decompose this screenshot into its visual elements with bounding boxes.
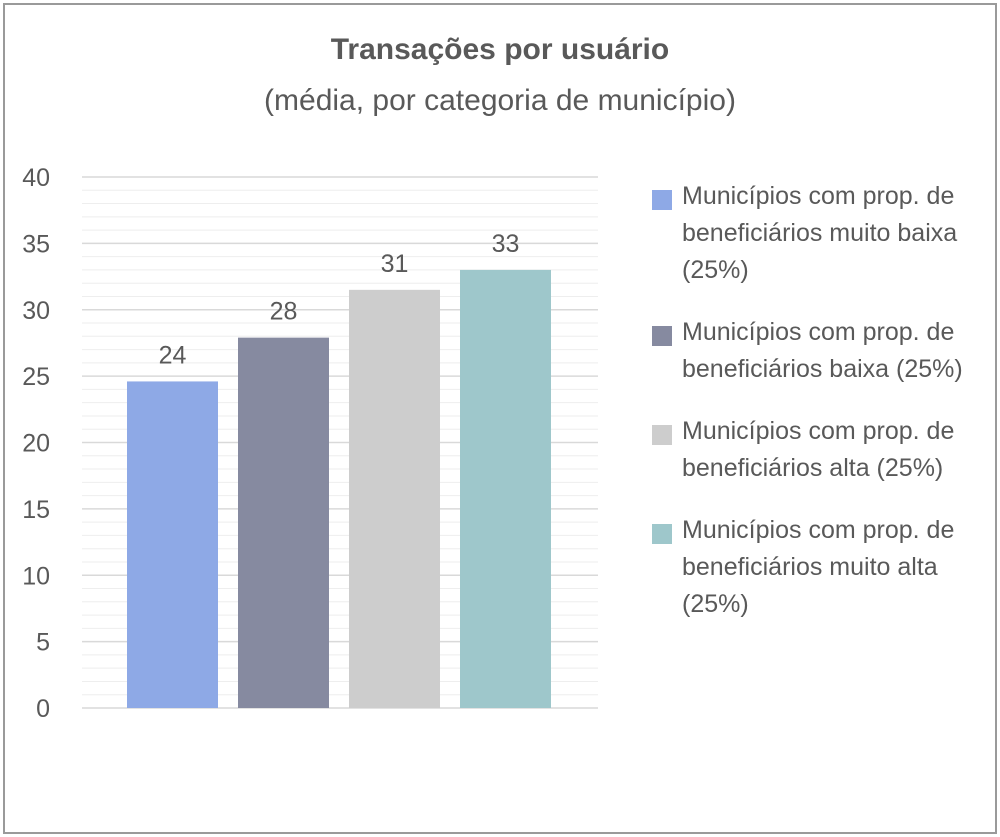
legend-item: Municípios com prop. de beneficiários al… (652, 413, 987, 487)
y-tick-label: 15 (22, 496, 50, 524)
bar (349, 290, 440, 708)
legend-label: Municípios com prop. de beneficiários al… (682, 413, 987, 487)
legend-swatch (652, 326, 672, 346)
y-tick-label: 20 (22, 430, 50, 458)
legend-label: Municípios com prop. de beneficiários mu… (682, 178, 987, 289)
legend-label: Municípios com prop. de beneficiários ba… (682, 314, 987, 388)
y-tick-label: 0 (36, 695, 50, 723)
data-label: 24 (159, 341, 187, 369)
y-tick-label: 10 (22, 562, 50, 590)
y-tick-label: 40 (22, 164, 50, 192)
legend-item: Municípios com prop. de beneficiários mu… (652, 512, 987, 623)
bar (460, 270, 551, 708)
bar (238, 338, 329, 708)
data-label: 28 (270, 298, 298, 326)
bar (127, 381, 218, 708)
legend-item: Municípios com prop. de beneficiários ba… (652, 314, 987, 388)
legend-swatch (652, 425, 672, 445)
data-label: 33 (492, 230, 520, 258)
legend-swatch (652, 190, 672, 210)
y-tick-label: 35 (22, 230, 50, 258)
legend-swatch (652, 524, 672, 544)
data-label: 31 (381, 250, 409, 278)
legend-item: Municípios com prop. de beneficiários mu… (652, 178, 987, 289)
y-tick-label: 25 (22, 363, 50, 391)
y-tick-label: 30 (22, 297, 50, 325)
legend: Municípios com prop. de beneficiários mu… (652, 178, 987, 648)
y-tick-label: 5 (36, 629, 50, 657)
legend-label: Municípios com prop. de beneficiários mu… (682, 512, 987, 623)
y-axis-tick-labels: 0 5 10 15 20 25 30 35 40 (22, 164, 50, 723)
